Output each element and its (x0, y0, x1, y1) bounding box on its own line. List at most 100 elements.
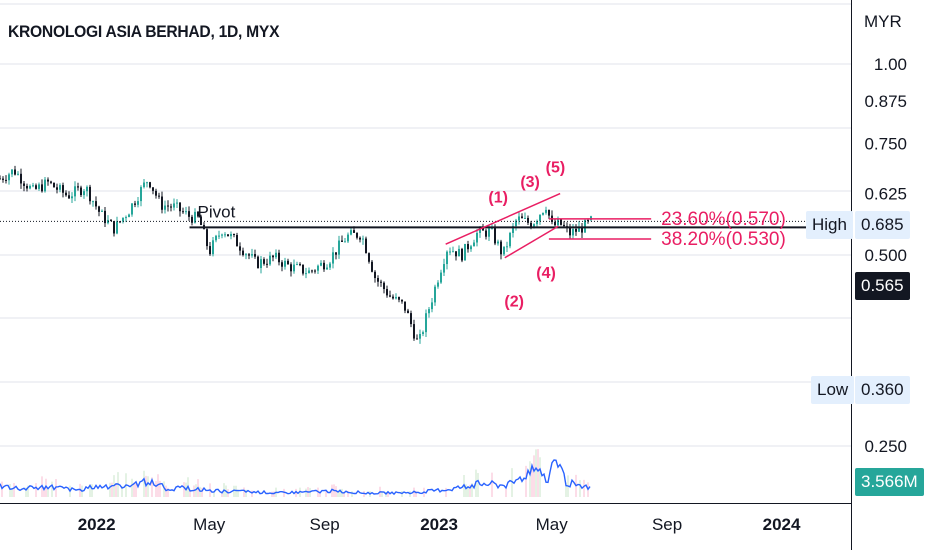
candle-body (572, 228, 574, 236)
candle-body (485, 230, 487, 237)
candle-body (323, 262, 325, 270)
candle-body (8, 174, 10, 181)
candle-body (179, 202, 181, 212)
candle-body (197, 211, 199, 217)
x-tick-label: May (536, 515, 569, 534)
y-tick-label: 0.750 (864, 134, 907, 153)
candle-body (236, 235, 238, 247)
candle-body (167, 205, 169, 207)
candle-body (146, 182, 148, 184)
x-tick-label: Sep (310, 515, 340, 534)
candle-body (428, 309, 430, 314)
candle-body (395, 297, 397, 299)
axes: 1.00 0.875 0.750 0.625 0.500 0.250 2022 May Sep 2… (0, 0, 907, 550)
candle-body (125, 217, 127, 219)
candle-body (506, 246, 508, 248)
x-tick-label: 2022 (78, 515, 116, 534)
candle-body (437, 282, 439, 287)
candle-body (560, 219, 562, 225)
candle-body (218, 235, 220, 237)
candle-body (545, 209, 547, 213)
x-tick-label: Sep (652, 515, 682, 534)
candle-body (284, 260, 286, 267)
candle-body (521, 216, 523, 219)
candle-body (413, 324, 415, 339)
candle-body (476, 232, 478, 243)
candle-body (422, 332, 424, 335)
candle-body (407, 310, 409, 314)
candle-body (209, 246, 211, 255)
candle-body (416, 338, 418, 340)
candle-body (254, 254, 256, 257)
candle-body (128, 214, 130, 218)
candle-body (173, 203, 175, 208)
candle-body (269, 255, 271, 265)
fib-level-label: 38.20%(0.530) (661, 229, 786, 250)
candle-body (65, 192, 67, 196)
candle-body (170, 206, 172, 208)
candle-body (149, 182, 151, 188)
candle-body (293, 264, 295, 272)
candle-body (158, 195, 160, 197)
candle-body (473, 242, 475, 247)
candle-body (434, 286, 436, 303)
candle-body (440, 272, 442, 283)
last-price-badge: 0.565 (855, 272, 910, 300)
candle-body (275, 252, 277, 258)
candle-body (497, 241, 499, 244)
candle-body (221, 234, 223, 236)
candle-body (140, 187, 142, 202)
candle-body (116, 221, 118, 234)
candle-body (101, 210, 103, 212)
candle-body (320, 262, 322, 266)
candle-body (272, 255, 274, 258)
candle-body (92, 201, 94, 203)
candle-body (80, 187, 82, 196)
candle-body (515, 220, 517, 227)
candle-body (347, 234, 349, 242)
y-tick-label: 0.500 (864, 246, 907, 265)
candle-body (479, 227, 481, 233)
candle-body (296, 264, 298, 266)
candle-body (35, 185, 37, 189)
candle-body (491, 227, 493, 229)
candle-body (248, 254, 250, 256)
candle-body (104, 210, 106, 224)
candle-body (338, 240, 340, 255)
candle-body (242, 250, 244, 256)
candle-body (467, 243, 469, 250)
candle-body (230, 234, 232, 237)
candle-body (530, 222, 532, 228)
candle-body (362, 238, 364, 240)
candle-body (419, 334, 421, 339)
candle-body (47, 179, 49, 182)
candle-body (371, 261, 373, 272)
candle-body (23, 183, 25, 186)
price-series (0, 165, 592, 344)
candle-body (71, 196, 73, 199)
candle-body (266, 263, 268, 265)
wave-label: (4) (536, 265, 556, 282)
candle-body (233, 234, 235, 236)
candle-body (446, 251, 448, 265)
wave-label: (3) (520, 174, 540, 191)
candle-body (452, 251, 454, 253)
candle-body (329, 263, 331, 268)
candle-body (563, 224, 565, 227)
candle-body (224, 234, 226, 236)
candle-body (5, 179, 7, 181)
candle-body (512, 226, 514, 234)
candle-body (281, 262, 283, 267)
candle-body (356, 232, 358, 238)
candle-body (359, 237, 361, 240)
candle-body (554, 221, 556, 226)
pivot-label: Pivot (198, 202, 236, 221)
candle-body (89, 186, 91, 202)
high-value: 0.685 (855, 211, 910, 239)
candle-body (353, 230, 355, 233)
candle-body (542, 212, 544, 215)
candle-body (305, 273, 307, 275)
candle-body (500, 241, 502, 255)
candle-body (182, 211, 184, 213)
